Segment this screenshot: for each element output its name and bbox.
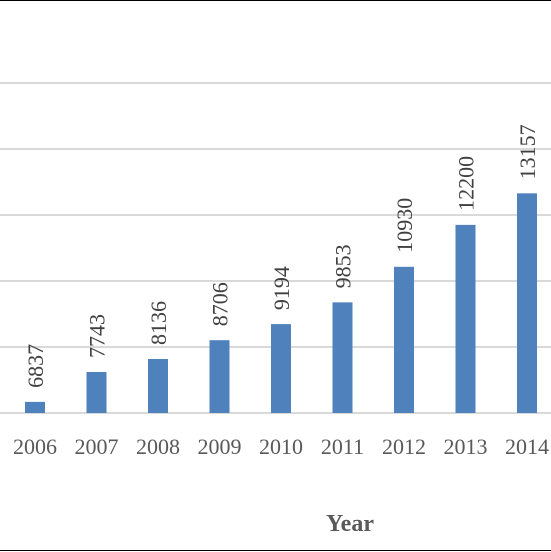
x-tick-label-2010: 2010 [259, 434, 303, 459]
bar-2014 [517, 193, 537, 413]
data-label-2014: 13157 [515, 124, 540, 179]
bar-2006 [25, 401, 45, 413]
x-tick-label-2006: 2006 [13, 434, 57, 459]
data-labels: 6837 7743 8136 8706 9194 9853 10930 12200 13157 [23, 124, 540, 388]
data-label-2007: 7743 [85, 314, 110, 358]
x-tick-label-2009: 2009 [198, 434, 242, 459]
data-label-2008: 8136 [146, 301, 171, 345]
bar-2011 [332, 302, 353, 413]
data-label-2011: 9853 [331, 244, 356, 288]
bar-2008 [148, 359, 168, 413]
x-tick-label-2014: 2014 [505, 434, 549, 459]
bars [25, 193, 537, 413]
bar-2009 [209, 340, 230, 413]
x-tick-labels: 2006 2007 2008 2009 2010 2011 2012 2013 2014 [13, 434, 549, 459]
bar-2007 [86, 371, 107, 413]
data-label-2013: 12200 [454, 156, 479, 211]
x-tick-label-2008: 2008 [136, 434, 180, 459]
x-tick-label-2007: 2007 [75, 434, 119, 459]
x-axis-title: Year [326, 511, 374, 537]
x-tick-label-2013: 2013 [444, 434, 488, 459]
x-tick-label-2012: 2012 [382, 434, 426, 459]
data-label-2012: 10930 [392, 198, 417, 253]
data-label-2009: 8706 [208, 282, 233, 326]
bar-2010 [271, 324, 291, 413]
data-label-2006: 6837 [23, 344, 48, 388]
bar-2013 [455, 224, 476, 413]
data-label-2010: 9194 [269, 266, 294, 310]
x-tick-label-2011: 2011 [321, 434, 364, 459]
bar-2012 [394, 266, 414, 413]
